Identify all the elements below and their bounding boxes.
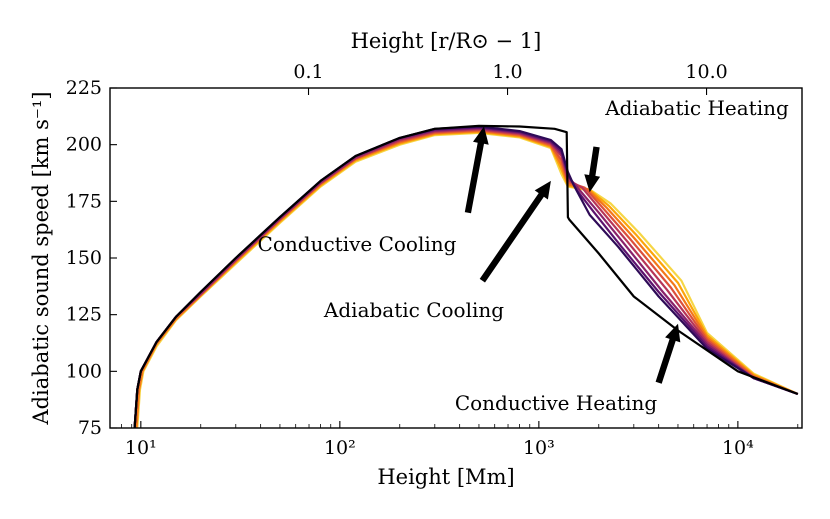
series-line-2 (133, 126, 799, 428)
series-line-6 (135, 130, 799, 428)
annotation-arrows (464, 126, 681, 384)
x-axis-label: Height [Mm] (377, 465, 514, 489)
y-tick-label-5: 200 (66, 134, 102, 156)
x-tick-label-2: 10³ (523, 437, 555, 459)
annotation-arrow-1 (464, 126, 489, 214)
y-tick-label-6: 225 (66, 77, 102, 99)
series-line-7 (135, 130, 799, 428)
y-tick-label-3: 150 (66, 247, 102, 269)
y-tick-label-0: 75 (78, 417, 102, 439)
y-axis-label: Adiabatic sound speed [km s⁻¹] (29, 91, 53, 425)
y-tick-label-4: 175 (66, 190, 102, 212)
series-line-5 (133, 129, 799, 428)
x-tick-label-3: 10⁴ (722, 437, 754, 459)
series-line-0 (133, 124, 799, 428)
x2-tick-label-2: 10.0 (685, 61, 727, 83)
plot-frame (109, 87, 803, 429)
x-tick-label-0: 10¹ (125, 437, 157, 459)
axis-ticks: 10¹ 10² 10³ 10⁴ 0.1 1.0 10.0 75 100 125 150 175 200 2… (66, 61, 799, 459)
y-tick-label-1: 100 (66, 360, 102, 382)
x2-tick-label-1: 1.0 (492, 61, 522, 83)
annotation-conductive-cooling: Conductive Cooling (258, 232, 457, 256)
y-tick-label-2: 125 (66, 304, 102, 326)
x2-tick-label-0: 0.1 (293, 61, 323, 83)
series-line-3 (133, 127, 799, 428)
annotation-conductive-heating: Conductive Heating (455, 391, 658, 415)
top-axis-label: Height [r/R⊙ − 1] (351, 29, 542, 53)
series-line-4 (133, 128, 799, 428)
annotation-arrow-0 (584, 146, 601, 193)
series-lines (133, 124, 799, 428)
series-line-1 (133, 125, 799, 428)
annotation-adiabatic-cooling: Adiabatic Cooling (323, 298, 504, 322)
x-tick-label-1: 10² (324, 437, 356, 459)
annotation-arrow-3 (655, 323, 681, 384)
series-line-8 (136, 131, 799, 428)
annotation-arrow-2 (479, 180, 551, 283)
annotation-adiabatic-heating: Adiabatic Heating (604, 96, 789, 120)
